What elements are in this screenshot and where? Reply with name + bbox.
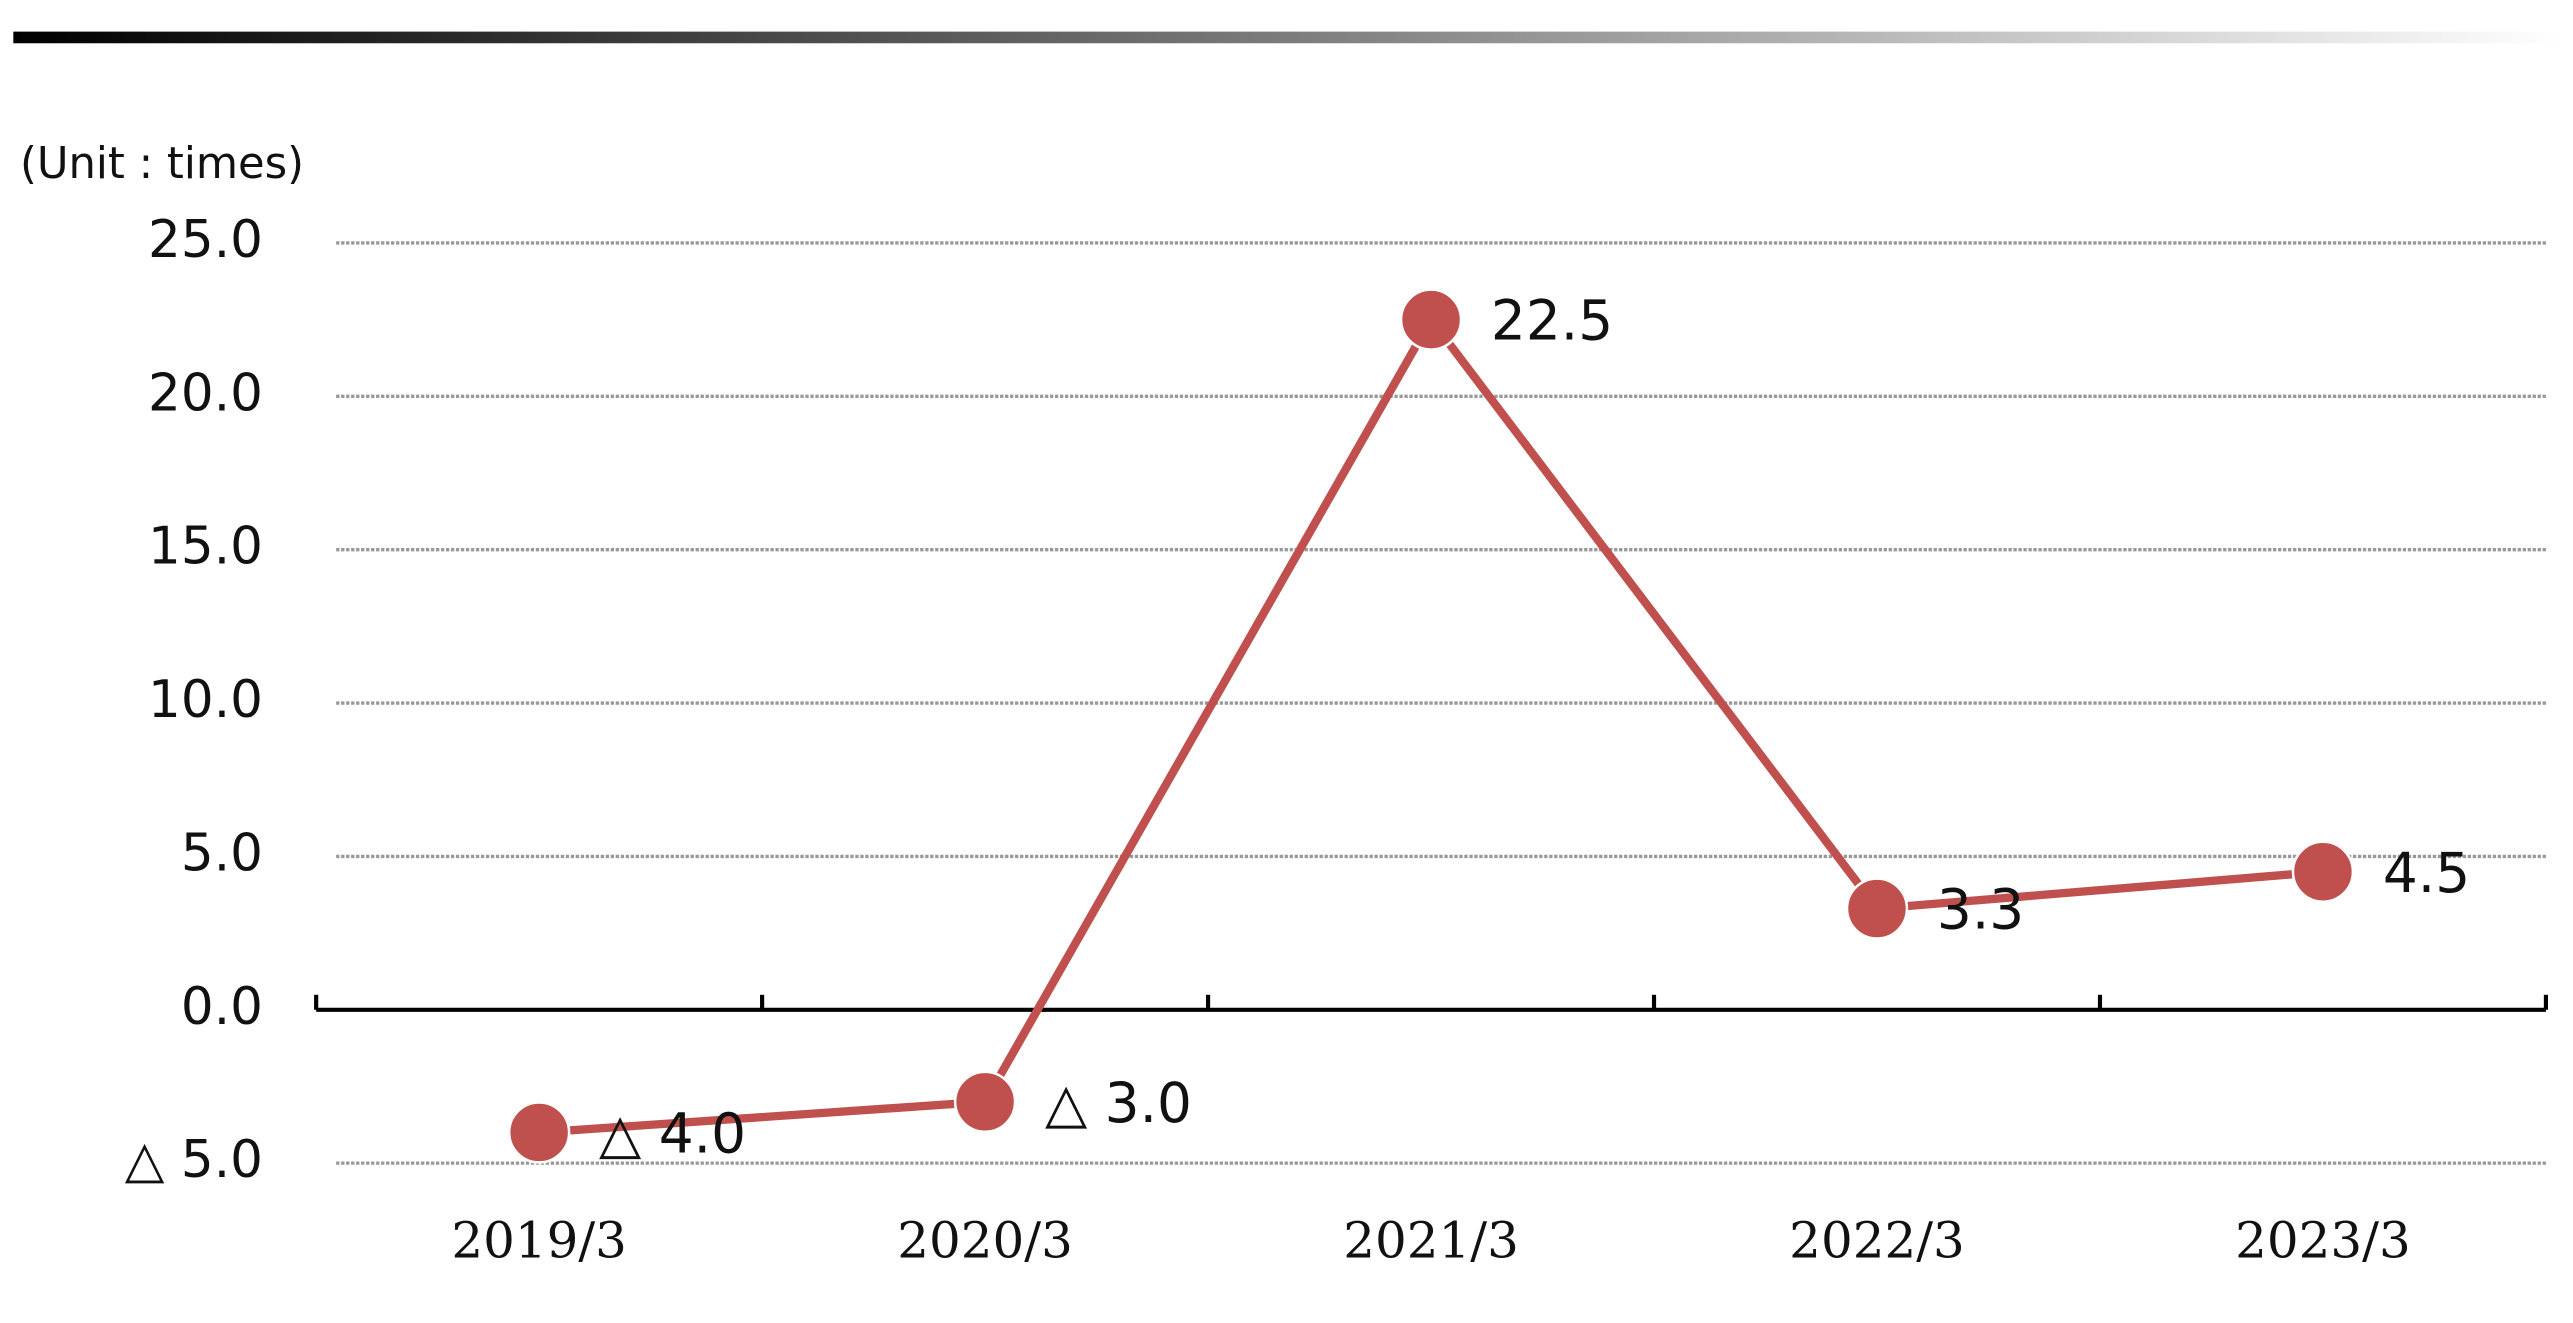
plot-root: (Unit : times) △ 5.0 0.0 5.0 10.0 15.0 20.0 25… — [13, 31, 2563, 1270]
y-tick-label: 25.0 — [148, 210, 263, 270]
y-tick-label: 5.0 — [181, 823, 263, 883]
y-tick-label: 15.0 — [148, 517, 263, 577]
y-tick-label: 10.0 — [148, 670, 263, 730]
data-point — [953, 1070, 1017, 1133]
data-point — [2291, 840, 2355, 903]
x-tick-label: 2020/3 — [897, 1212, 1073, 1270]
x-tick-label: 2022/3 — [1789, 1212, 1965, 1270]
y-tick-label: 0.0 — [181, 977, 263, 1037]
x-tick-label: 2021/3 — [1343, 1212, 1519, 1270]
data-point — [1399, 288, 1463, 351]
unit-label: (Unit : times) — [20, 139, 304, 189]
value-label: 3.3 — [1937, 878, 2024, 942]
value-label: △ 3.0 — [1045, 1071, 1192, 1135]
value-label: 22.5 — [1491, 289, 1613, 353]
value-label: △ 4.0 — [599, 1102, 746, 1166]
data-point — [1845, 877, 1909, 940]
value-label: 4.5 — [2383, 841, 2470, 905]
x-tick-label: 2023/3 — [2235, 1212, 2411, 1270]
x-tick-label: 2019/3 — [451, 1212, 627, 1270]
y-tick-label: 20.0 — [148, 363, 263, 423]
header-bar — [13, 31, 2563, 44]
data-point — [507, 1101, 571, 1164]
y-tick-label: △ 5.0 — [125, 1130, 263, 1190]
